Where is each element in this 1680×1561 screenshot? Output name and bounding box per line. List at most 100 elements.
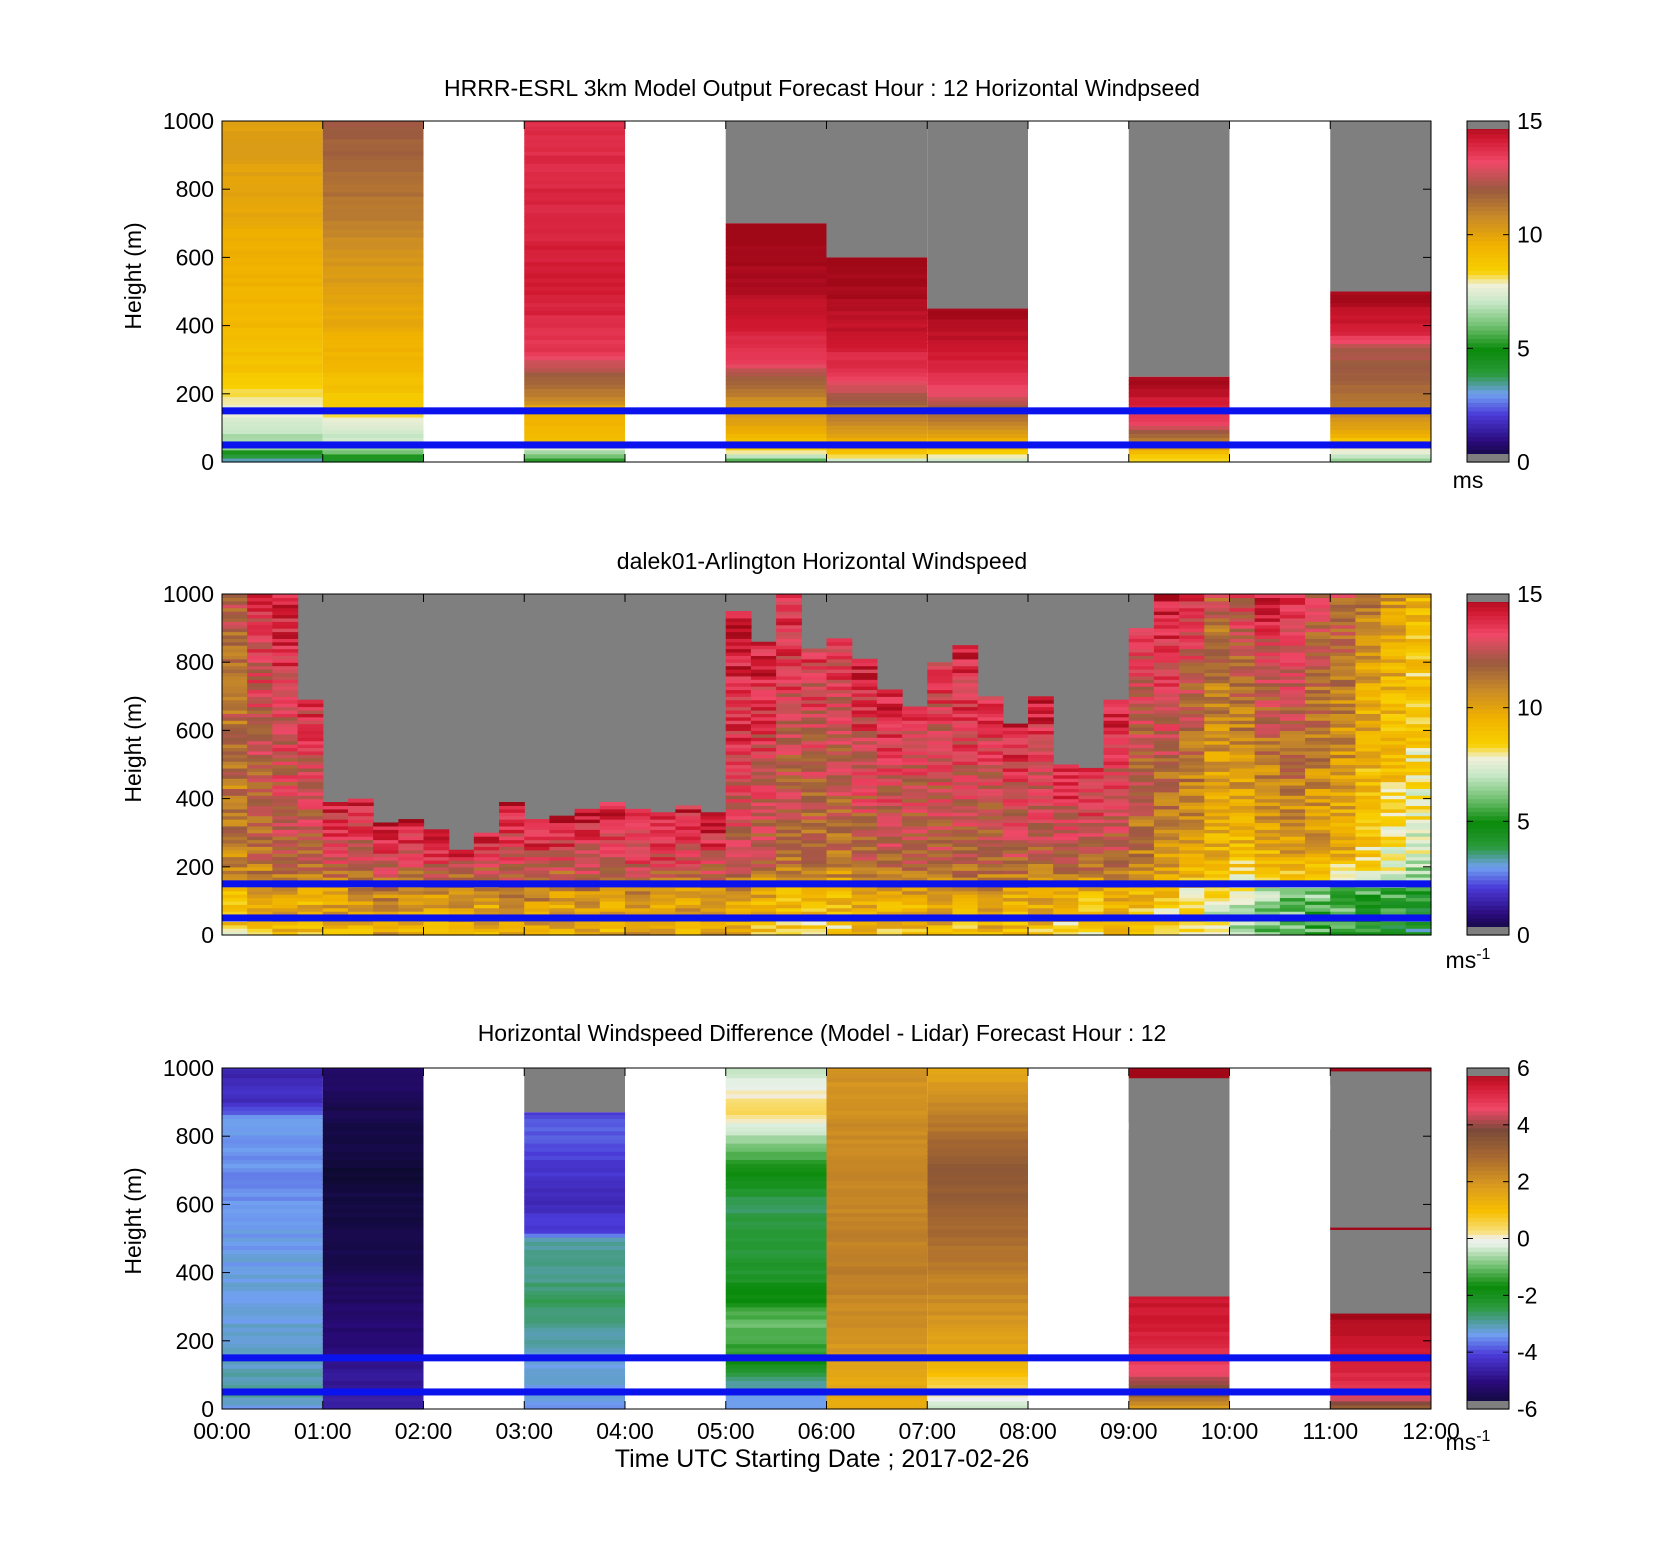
data-cell	[801, 781, 828, 786]
data-cell	[725, 1204, 827, 1210]
data-cell	[725, 931, 752, 936]
data-cell	[826, 1400, 928, 1406]
data-cell	[423, 870, 450, 875]
data-cell	[524, 314, 625, 320]
data-cell	[650, 877, 676, 882]
data-cell	[524, 1237, 625, 1242]
data-cell	[876, 747, 903, 752]
data-cell	[700, 825, 727, 830]
data-cell	[1305, 655, 1331, 660]
data-cell	[524, 877, 551, 882]
data-cell	[297, 863, 324, 868]
data-cell	[1153, 778, 1180, 783]
data-cell	[1229, 839, 1256, 844]
data-cell	[1078, 795, 1105, 800]
data-cell	[700, 904, 727, 909]
data-cell	[524, 1384, 625, 1390]
data-cell	[322, 1384, 424, 1390]
data-cell	[1405, 692, 1432, 697]
data-cell	[1254, 604, 1281, 609]
data-cell	[1204, 638, 1231, 643]
data-cell	[826, 836, 853, 841]
data-cell	[1355, 866, 1382, 871]
data-cell	[222, 208, 323, 213]
data-cell	[1330, 802, 1357, 807]
data-cell	[826, 771, 853, 776]
data-cell	[1330, 384, 1431, 389]
data-cell	[1179, 655, 1205, 660]
data-cell	[1153, 655, 1180, 660]
data-cell	[1128, 1339, 1230, 1345]
data-cell	[725, 331, 827, 336]
data-cell	[1305, 624, 1331, 629]
data-cell	[222, 815, 248, 820]
data-cell	[927, 808, 954, 813]
data-cell	[776, 931, 802, 936]
data-cell	[322, 1089, 424, 1095]
data-cell	[826, 1331, 928, 1336]
data-cell	[1355, 757, 1382, 762]
data-cell	[826, 400, 928, 406]
data-cell	[876, 740, 903, 745]
data-cell	[977, 839, 1004, 844]
data-cell	[1078, 907, 1105, 912]
data-cell	[650, 853, 676, 858]
data-cell	[297, 825, 324, 830]
data-cell	[725, 228, 827, 234]
data-cell	[1330, 669, 1357, 674]
data-cell	[1380, 815, 1407, 820]
data-cell	[927, 662, 954, 667]
data-cell	[1128, 863, 1155, 868]
data-cell	[1128, 781, 1155, 786]
colorbar-segment	[1467, 359, 1509, 365]
data-cell	[1279, 767, 1306, 772]
data-cell	[952, 696, 979, 701]
data-cell	[524, 371, 625, 377]
data-cell	[297, 713, 324, 718]
data-cell	[322, 1159, 424, 1165]
data-cell	[725, 286, 827, 291]
data-cell	[1229, 907, 1256, 912]
data-cell	[222, 179, 323, 185]
data-cell	[725, 798, 752, 803]
data-cell	[776, 617, 802, 622]
data-cell	[1153, 894, 1180, 899]
colorbar-segment	[1467, 385, 1509, 391]
data-cell	[725, 1314, 827, 1320]
data-cell	[1229, 894, 1256, 899]
data-cell	[222, 699, 248, 704]
data-cell	[977, 849, 1004, 854]
data-cell	[725, 1126, 827, 1132]
data-cell	[499, 846, 525, 851]
data-cell	[902, 778, 928, 783]
data-cell	[373, 931, 399, 936]
data-cell	[272, 849, 299, 854]
data-cell	[826, 863, 853, 868]
data-cell	[801, 825, 828, 830]
data-cell	[927, 1163, 1028, 1169]
colorbar-segment	[1467, 1374, 1509, 1380]
data-cell	[297, 784, 324, 789]
data-cell	[1380, 778, 1407, 783]
colorbar-nodata-bottom	[1467, 1401, 1509, 1409]
data-cell	[851, 709, 878, 714]
data-cell	[1078, 897, 1105, 902]
data-cell	[801, 907, 828, 912]
data-cell	[398, 894, 425, 899]
data-cell	[1128, 628, 1155, 633]
colorbar-segment	[1467, 900, 1509, 906]
data-cell	[1380, 682, 1407, 687]
data-cell	[1204, 658, 1231, 663]
data-cell	[1355, 802, 1382, 807]
data-cell	[1405, 788, 1432, 793]
data-cell	[1103, 733, 1130, 738]
data-cell	[801, 890, 828, 895]
data-cell	[1053, 778, 1079, 783]
data-cell	[1204, 870, 1231, 875]
data-cell	[876, 696, 903, 701]
data-cell	[322, 228, 424, 234]
data-cell	[1405, 624, 1432, 629]
data-cell	[725, 1237, 827, 1242]
data-cell	[725, 730, 752, 735]
nodata-cell	[1330, 1071, 1431, 1086]
